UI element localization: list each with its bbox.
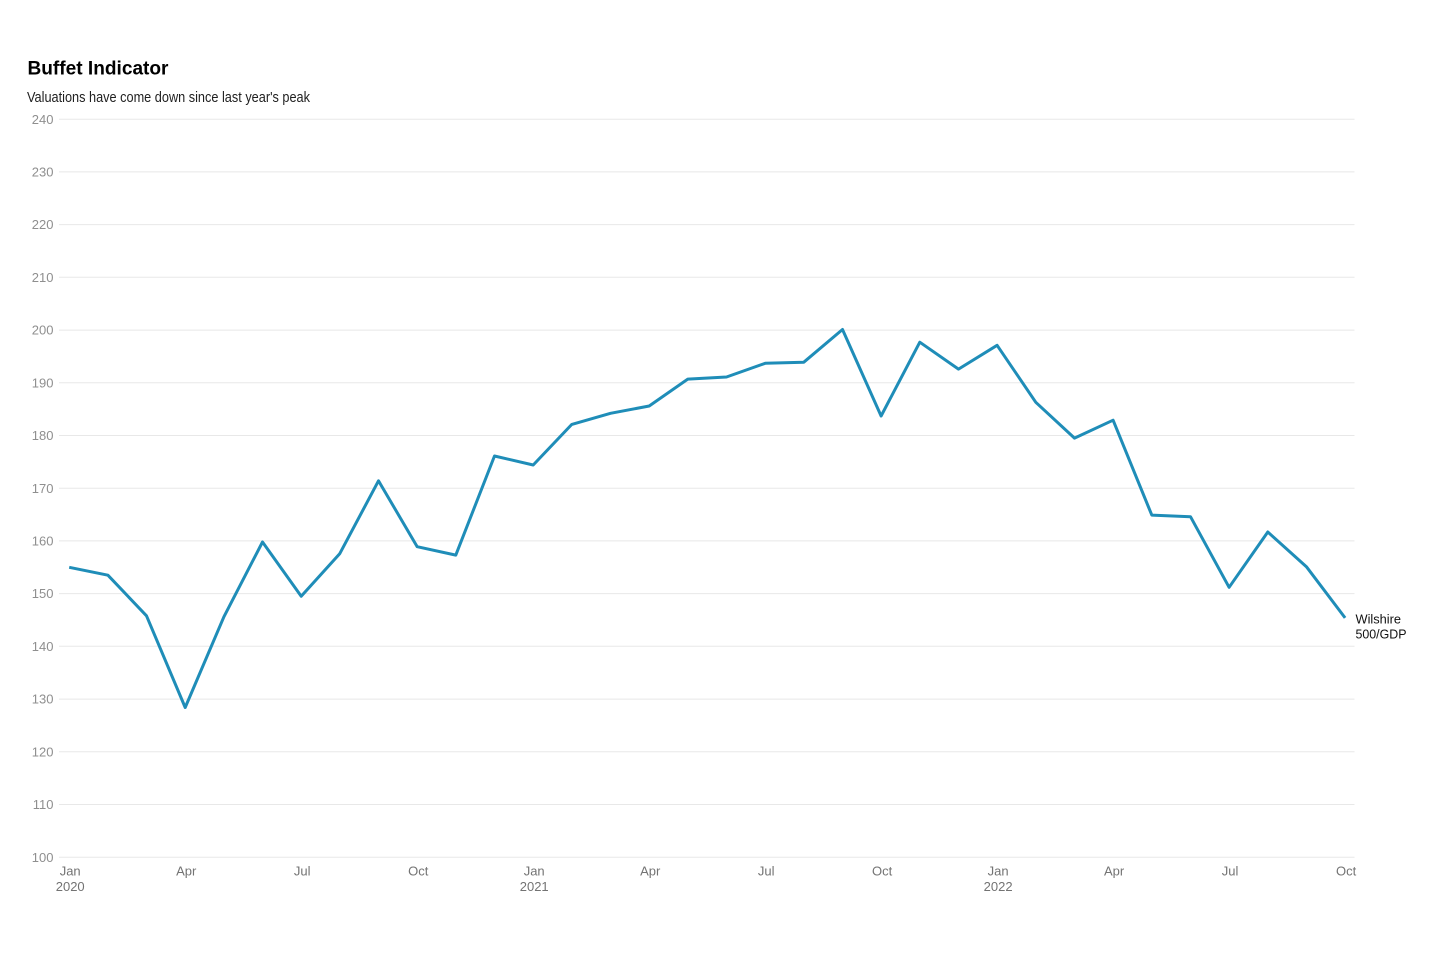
svg-text:160: 160 — [32, 534, 54, 549]
svg-text:Jan: Jan — [988, 864, 1009, 879]
svg-text:110: 110 — [33, 797, 54, 812]
svg-text:500/GDP: 500/GDP — [1356, 627, 1407, 642]
svg-text:190: 190 — [32, 375, 54, 390]
svg-text:Jan: Jan — [60, 864, 81, 879]
svg-text:200: 200 — [32, 323, 54, 338]
svg-text:Apr: Apr — [176, 864, 197, 879]
svg-text:140: 140 — [32, 639, 54, 654]
svg-text:180: 180 — [32, 428, 54, 443]
svg-text:130: 130 — [32, 692, 54, 707]
svg-text:220: 220 — [32, 217, 54, 232]
svg-text:Jul: Jul — [758, 864, 775, 879]
svg-text:Jul: Jul — [294, 864, 311, 879]
svg-text:Apr: Apr — [1104, 864, 1125, 879]
svg-text:2022: 2022 — [984, 879, 1013, 894]
svg-text:Wilshire: Wilshire — [1356, 612, 1402, 627]
svg-text:Jan: Jan — [524, 864, 545, 879]
svg-text:Jul: Jul — [1222, 864, 1239, 879]
svg-text:Buffet Indicator: Buffet Indicator — [28, 58, 169, 80]
svg-text:150: 150 — [32, 586, 54, 601]
svg-text:Valuations have come down sinc: Valuations have come down since last yea… — [27, 90, 311, 106]
svg-text:210: 210 — [32, 270, 54, 285]
svg-text:230: 230 — [32, 165, 54, 180]
svg-text:120: 120 — [32, 744, 54, 759]
svg-text:170: 170 — [32, 481, 54, 496]
svg-text:100: 100 — [32, 850, 54, 865]
svg-text:Oct: Oct — [1336, 864, 1357, 879]
svg-text:2020: 2020 — [56, 879, 85, 894]
svg-text:Apr: Apr — [640, 864, 661, 879]
svg-text:2021: 2021 — [520, 879, 549, 894]
svg-text:240: 240 — [32, 112, 54, 127]
svg-text:Oct: Oct — [408, 864, 429, 879]
svg-text:Oct: Oct — [872, 864, 893, 879]
